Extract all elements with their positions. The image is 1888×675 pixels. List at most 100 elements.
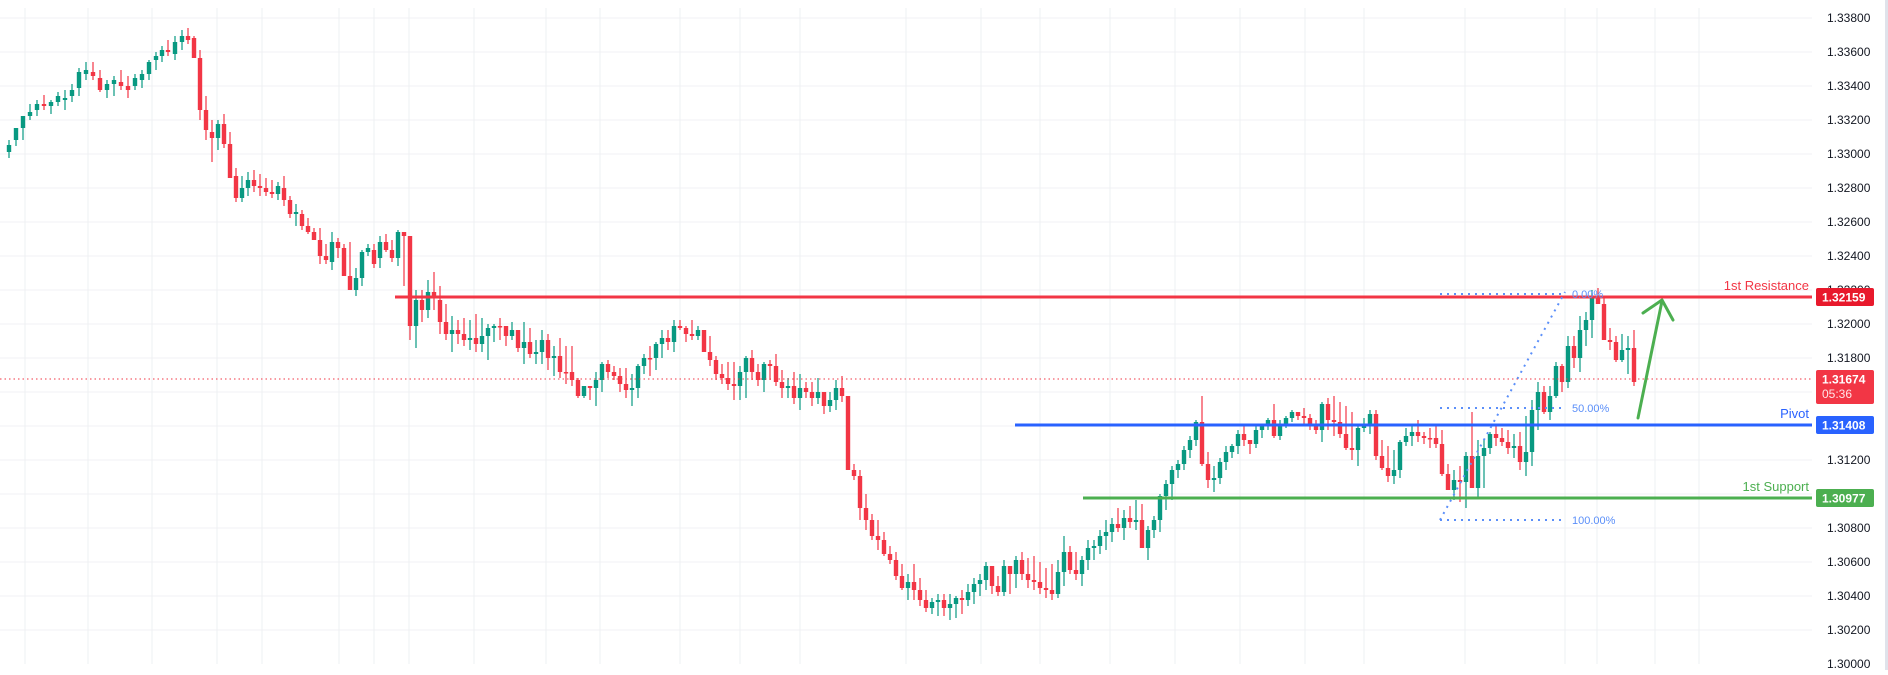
candle — [281, 176, 287, 206]
candle — [125, 76, 131, 98]
candle — [159, 46, 165, 62]
candle — [539, 330, 545, 364]
candle — [153, 52, 159, 70]
candle — [132, 74, 138, 90]
candle — [1583, 312, 1589, 346]
candle — [1235, 430, 1241, 454]
candle — [761, 362, 767, 392]
candle — [1145, 526, 1151, 560]
candle — [1415, 420, 1421, 442]
candle — [797, 374, 803, 410]
candle — [1133, 500, 1139, 530]
candle — [587, 386, 593, 400]
candle — [1001, 560, 1007, 596]
candle — [695, 326, 701, 340]
candle — [1247, 440, 1253, 454]
candle — [815, 378, 821, 404]
candle — [299, 210, 305, 230]
candle — [563, 346, 569, 384]
candle — [13, 128, 19, 146]
support-label: 1st Support — [1743, 479, 1810, 494]
candle — [69, 84, 75, 102]
candle — [641, 354, 647, 374]
price-axis[interactable]: 1.33800 1.33600 1.33400 1.33200 1.33000 1.328… — [1812, 0, 1888, 671]
level-lines[interactable] — [0, 295, 1812, 500]
candle — [995, 576, 1001, 596]
candle — [90, 62, 96, 80]
candle — [863, 494, 869, 530]
candle — [1313, 420, 1319, 434]
candle — [1181, 446, 1187, 470]
candle — [1163, 480, 1169, 510]
candle — [1187, 436, 1193, 458]
candle — [1115, 508, 1121, 532]
candle — [1295, 412, 1301, 420]
candle — [881, 532, 887, 556]
candle — [97, 70, 103, 92]
candle — [713, 356, 719, 380]
candle — [1043, 568, 1049, 598]
candle — [959, 590, 965, 614]
candle — [935, 594, 941, 616]
candle — [1373, 410, 1379, 460]
candle — [869, 514, 875, 540]
candle — [953, 596, 959, 618]
candle — [1367, 410, 1373, 434]
candle — [1301, 408, 1307, 424]
candle — [659, 330, 665, 358]
candle — [1409, 426, 1415, 446]
fibonacci-retracement[interactable]: 0.00% 50.00% 100.00% — [1439, 289, 1616, 527]
candle — [1061, 536, 1067, 586]
candle — [1319, 402, 1325, 442]
candle — [503, 326, 509, 346]
candle — [743, 356, 749, 398]
candle — [767, 360, 773, 380]
candle — [1469, 412, 1475, 488]
candle — [977, 574, 983, 596]
candle — [521, 322, 527, 364]
candle — [1241, 426, 1247, 446]
candle — [1217, 458, 1223, 484]
candle — [437, 286, 443, 334]
candle — [491, 324, 497, 342]
price-tick-label: 1.30800 — [1827, 521, 1871, 535]
candle — [185, 28, 191, 44]
candle — [857, 470, 863, 520]
candle — [779, 370, 785, 398]
candle — [1385, 446, 1391, 482]
candle — [923, 590, 929, 612]
candle — [1175, 460, 1181, 478]
candle — [371, 244, 377, 268]
candle — [165, 40, 171, 56]
price-tick-label: 1.33200 — [1827, 113, 1871, 127]
price-tick-label: 1.33800 — [1827, 11, 1871, 25]
candle — [1631, 330, 1637, 386]
candle — [479, 318, 485, 352]
candle — [989, 566, 995, 594]
candle — [55, 92, 61, 106]
price-tick-label: 1.33600 — [1827, 45, 1871, 59]
candle — [467, 320, 473, 350]
bullish-arrow-icon[interactable] — [1636, 298, 1675, 420]
candle — [203, 96, 209, 140]
chart-grid — [0, 8, 1812, 664]
candle — [911, 564, 917, 600]
price-tick-label: 1.30200 — [1827, 623, 1871, 637]
candle — [1211, 466, 1217, 492]
candle — [1433, 426, 1439, 448]
resistance-badge: 1.32159 — [1822, 291, 1866, 305]
candle — [929, 598, 935, 614]
candle — [215, 120, 221, 150]
candle — [455, 320, 461, 344]
candle — [1091, 540, 1097, 560]
candle — [1517, 432, 1523, 470]
candle — [179, 30, 185, 50]
candle — [557, 338, 563, 378]
candle — [1073, 552, 1079, 580]
candle — [1505, 430, 1511, 454]
candle — [599, 362, 605, 392]
candle — [1475, 440, 1481, 498]
candle — [947, 594, 953, 620]
